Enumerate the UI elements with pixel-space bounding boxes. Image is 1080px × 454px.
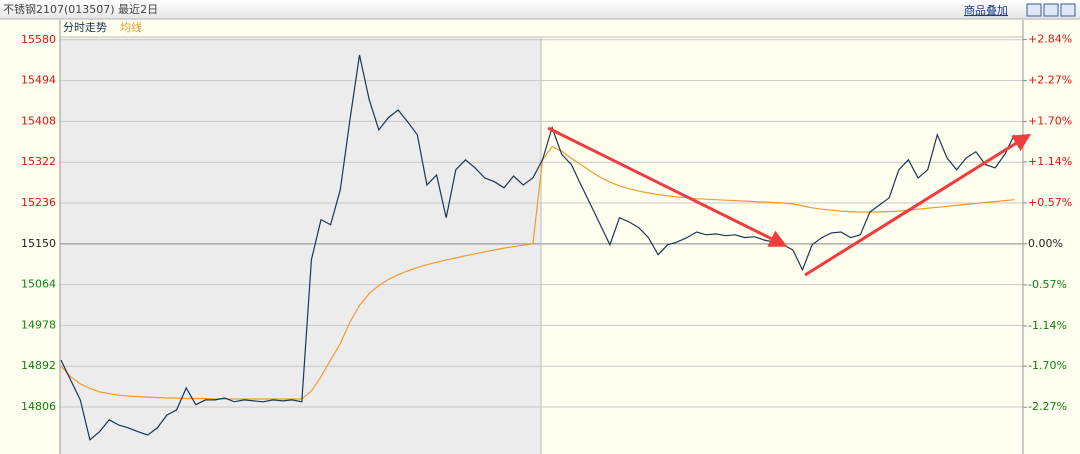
y-tick-label: 14978 bbox=[21, 318, 56, 331]
y-tick-label: 15236 bbox=[21, 196, 56, 209]
y-tick-label: 14806 bbox=[21, 400, 56, 413]
y-tick-label: 15580 bbox=[21, 33, 56, 46]
day2-panel bbox=[541, 38, 1023, 454]
overlay-link[interactable]: 商品叠加 bbox=[964, 3, 1008, 17]
y-tick-label: 15494 bbox=[21, 74, 56, 87]
day1-panel bbox=[60, 38, 541, 454]
y2-tick-label: +1.70% bbox=[1028, 115, 1072, 128]
y2-tick-label: +0.57% bbox=[1028, 196, 1072, 209]
y2-tick-label: -2.27% bbox=[1028, 400, 1067, 413]
y2-tick-label: 0.00% bbox=[1028, 237, 1063, 250]
trend-arrow bbox=[804, 133, 1032, 277]
series-line bbox=[60, 54, 1015, 441]
legend-entry: 分时走势 bbox=[63, 21, 107, 34]
chart-title: 不锈钢2107(013507) 最近2日 bbox=[3, 3, 158, 16]
y-tick-label: 14892 bbox=[21, 359, 56, 372]
y2-tick-label: -1.70% bbox=[1028, 359, 1067, 372]
y2-tick-label: +2.27% bbox=[1028, 74, 1072, 87]
y2-tick-label: +2.84% bbox=[1028, 33, 1072, 46]
y-tick-label: 15150 bbox=[21, 237, 56, 250]
header-bar bbox=[0, 0, 1080, 19]
trend-arrow bbox=[547, 126, 788, 247]
legend-entry: 均线 bbox=[120, 20, 142, 34]
y2-tick-label: -1.14% bbox=[1028, 319, 1067, 332]
y2-tick-label: -0.57% bbox=[1028, 278, 1067, 291]
y-tick-label: 15408 bbox=[21, 114, 56, 127]
window-icons[interactable] bbox=[1026, 3, 1076, 17]
y-tick-label: 15064 bbox=[21, 278, 56, 291]
y2-tick-label: +1.14% bbox=[1028, 155, 1072, 168]
y-tick-label: 15322 bbox=[21, 155, 56, 168]
